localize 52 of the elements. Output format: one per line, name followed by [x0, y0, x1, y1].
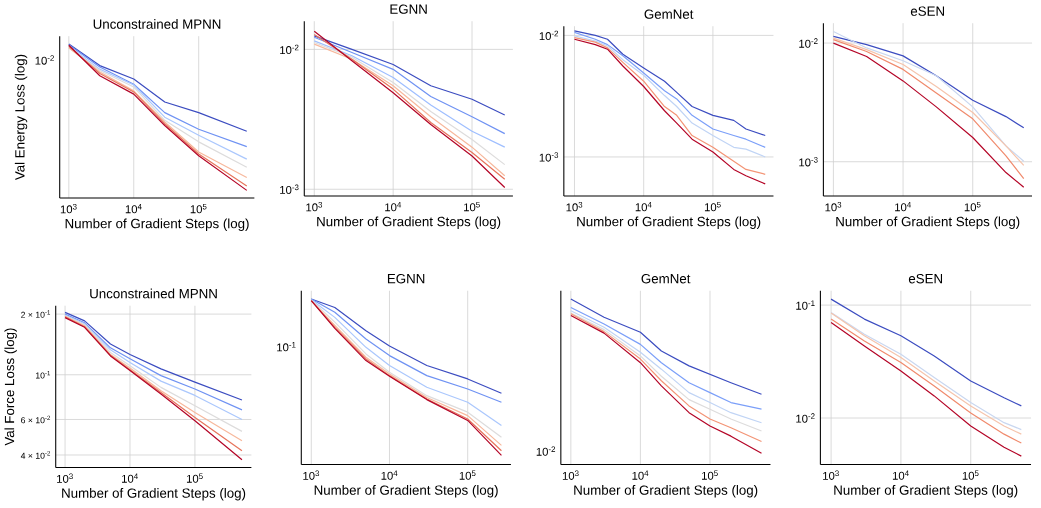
chart-title: GemNet: [644, 9, 694, 19]
x-tick-label: 10$^{5}$: [464, 201, 480, 212]
y-axis-title: Val Energy Loss (log): [14, 54, 28, 180]
chart-title: eSEN: [910, 6, 945, 16]
chart-title: EGNN: [387, 273, 425, 284]
x-tick-label: 10$^{4}$: [385, 201, 402, 212]
x-tick-label: 10$^{3}$: [566, 201, 583, 212]
x-axis-title: Number of Gradient Steps (log): [574, 484, 758, 498]
x-tick-label: 10$^{3}$: [57, 473, 73, 483]
x-tick-label: 10$^{5}$: [964, 201, 981, 212]
x-tick-label: 10$^{4}$: [895, 201, 911, 212]
y-tick-label: 4 × 10$^{-2}$: [20, 450, 51, 459]
x-axis-title: Number of Gradient Steps (log): [317, 216, 501, 229]
chart-title: EGNN: [390, 4, 427, 14]
y-tick-label: 10$^{-3}$: [280, 184, 299, 194]
y-tick-label: 10$^{-2}$: [796, 413, 815, 423]
x-tick-label: 10$^{3}$: [823, 470, 839, 480]
chart-title: Unconstrained MPNN: [90, 288, 217, 299]
y-tick-label: 6 × 10$^{-2}$: [21, 415, 51, 424]
x-tick-label: 10$^{4}$: [635, 201, 652, 212]
x-tick-label: 10$^{4}$: [122, 473, 138, 483]
y-tick-label: 10$^{-1}$: [36, 370, 51, 379]
x-tick-label: 10$^{3}$: [562, 470, 579, 480]
x-tick-label: 10$^{4}$: [381, 470, 398, 480]
x-tick-label: 10$^{5}$: [190, 203, 207, 214]
x-tick-label: 10$^{4}$: [632, 470, 649, 480]
x-tick-label: 10$^{3}$: [306, 201, 323, 212]
y-tick-label: 10$^{-2}$: [799, 38, 818, 48]
x-tick-label: 10$^{3}$: [60, 203, 77, 214]
y-tick-label: 10$^{-3}$: [799, 156, 818, 167]
x-tick-label: 10$^{3}$: [825, 201, 842, 212]
x-tick-label: 10$^{4}$: [125, 203, 142, 214]
x-axis-title: Number of Gradient Steps (log): [577, 216, 761, 229]
x-axis-title: Number of Gradient Steps (log): [834, 484, 1018, 498]
chart-title: eSEN: [908, 273, 943, 284]
x-tick-label: 10$^{5}$: [704, 201, 721, 212]
y-axis-title: Val Force Loss (log): [4, 328, 17, 446]
x-tick-label: 10$^{5}$: [186, 473, 203, 483]
x-tick-label: 10$^{4}$: [892, 470, 909, 480]
x-tick-label: 10$^{5}$: [962, 470, 979, 480]
x-tick-label: 10$^{5}$: [702, 470, 718, 480]
x-axis-title: Number of Gradient Steps (log): [62, 487, 246, 501]
y-tick-label: 10$^{-1}$: [796, 300, 815, 310]
chart-title: Unconstrained MPNN: [93, 18, 221, 29]
y-tick-label: 2 × 10$^{-1}$: [21, 310, 51, 318]
x-tick-label: 10$^{3}$: [303, 470, 320, 480]
y-tick-label: 10$^{-3}$: [539, 152, 559, 162]
chart-title: GemNet: [641, 273, 691, 284]
x-axis-title: Number of Gradient Steps (log): [836, 216, 1020, 229]
x-axis-title: Number of Gradient Steps (log): [314, 484, 498, 498]
x-axis-title: Number of Gradient Steps (log): [65, 218, 249, 231]
x-tick-label: 10$^{5}$: [459, 470, 476, 480]
